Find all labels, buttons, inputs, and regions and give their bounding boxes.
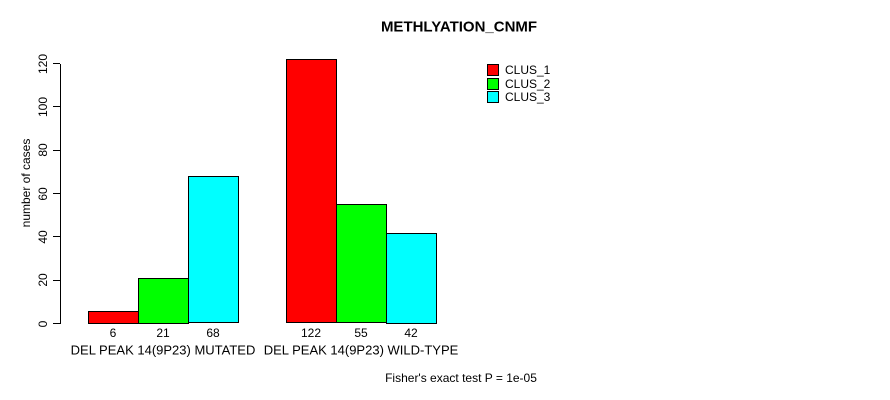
y-axis-tick-label: 0 [36, 320, 50, 327]
bar-clus_1-group2 [286, 59, 337, 324]
y-axis-tick [53, 193, 60, 194]
y-axis-tick [53, 279, 60, 281]
x-category-label: DEL PEAK 14(9P23) MUTATED [70, 342, 256, 357]
y-axis-tick-label: 20 [36, 273, 50, 287]
bar-clus_3-group1 [188, 176, 239, 324]
bar-value-label: 42 [404, 325, 418, 340]
y-axis-tick-label: 80 [36, 143, 50, 157]
fisher-test-annotation: Fisher's exact test P = 1e-05 [385, 371, 537, 385]
bar-clus_2-group1 [138, 278, 189, 324]
y-axis-tick [53, 63, 60, 64]
legend-item-label: CLUS_1 [505, 63, 551, 77]
chart-title: METHLYATION_CNMF [380, 18, 538, 36]
y-axis-tick-label: 100 [36, 96, 50, 117]
bar-value-label: 21 [156, 325, 170, 340]
bar-value-label: 6 [109, 325, 117, 340]
y-axis-tick-label: 60 [36, 186, 50, 201]
y-axis-tick [53, 236, 60, 238]
y-axis-label: number of cases [19, 138, 33, 228]
bar-clus_3-group2 [386, 232, 437, 324]
legend-item-label: CLUS_2 [505, 76, 551, 91]
legend-swatch-clus_2 [487, 77, 499, 90]
legend-item-label: CLUS_3 [505, 90, 551, 105]
bar-value-label: 55 [354, 325, 368, 340]
y-axis-tick-label: 40 [36, 230, 50, 244]
legend-swatch-clus_1 [487, 64, 499, 76]
y-axis-tick [53, 106, 60, 108]
x-category-label: DEL PEAK 14(9P23) WILD-TYPE [263, 342, 459, 357]
bar-clus_2-group2 [336, 204, 387, 324]
legend-swatch-clus_3 [487, 91, 499, 104]
bar-clus_1-group1 [88, 310, 139, 324]
bar-value-label: 68 [206, 325, 220, 340]
y-axis-tick-label: 120 [36, 53, 50, 74]
y-axis-tick [53, 149, 60, 151]
y-axis-tick [53, 323, 60, 324]
bar-value-label: 122 [300, 325, 322, 340]
y-axis-line [60, 63, 61, 324]
